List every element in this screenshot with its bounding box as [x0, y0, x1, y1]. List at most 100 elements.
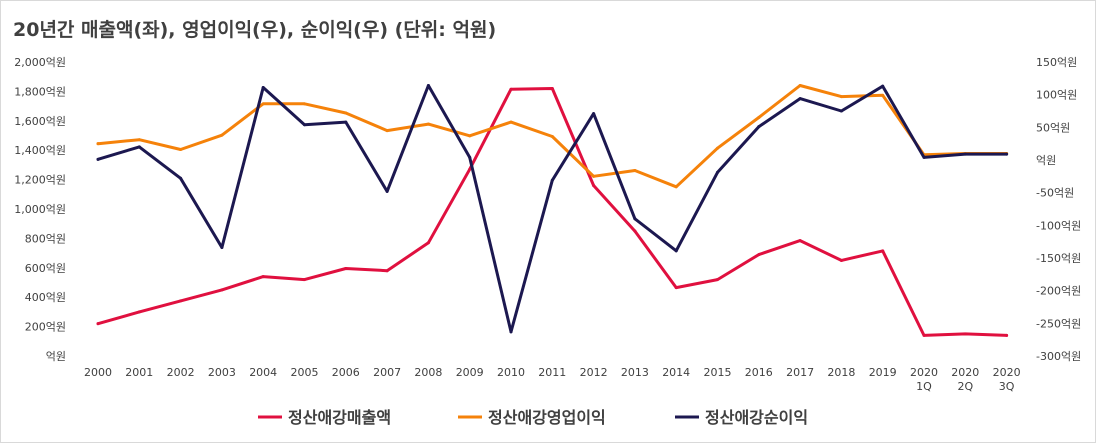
- series-3-point: [550, 178, 554, 182]
- left-tick-label: 400억원: [25, 291, 66, 304]
- right-tick-label: -200억원: [1036, 285, 1081, 298]
- series-2-point: [674, 185, 678, 189]
- series-1-point: [344, 267, 348, 271]
- left-tick-label: 2,000억원: [14, 56, 66, 69]
- x-tick-label: 2011: [538, 366, 566, 379]
- x-tick-label: 2005: [291, 366, 319, 379]
- series-3-point: [716, 170, 719, 174]
- left-tick-label: 1,400억원: [14, 144, 66, 157]
- x-axis: 2000 2001 2002 2003 2004 2005 2006 2007 2008 2009…: [84, 366, 1021, 393]
- series-1-point: [468, 167, 472, 171]
- series-1-point: [426, 241, 430, 245]
- right-axis: -300억원 -250억원 -200억원 -150억원 -100억원 -50억원 억원 50억…: [1036, 56, 1081, 363]
- series-3-point: [757, 125, 761, 129]
- series-3-point: [798, 97, 802, 101]
- series-3-point: [881, 84, 885, 88]
- series-3-point: [468, 155, 472, 159]
- x-tick-label: 2Q: [957, 380, 973, 393]
- series-3-point: [137, 145, 141, 149]
- series-2-point: [798, 84, 802, 88]
- x-tick-label: 2004: [249, 366, 277, 379]
- x-tick-label: 2013: [621, 366, 649, 379]
- right-tick-label: -300억원: [1036, 350, 1081, 363]
- series-1-point: [137, 310, 141, 314]
- series-1-point: [261, 275, 265, 279]
- series-3-point: [674, 249, 678, 253]
- left-tick-label: 억원: [46, 350, 66, 363]
- right-tick-label: -50억원: [1036, 187, 1074, 200]
- x-tick-label: 2009: [456, 366, 484, 379]
- x-tick-label: 2019: [869, 366, 897, 379]
- series-3-point: [839, 109, 843, 113]
- x-tick-label: 2010: [497, 366, 525, 379]
- series-3-point: [179, 176, 183, 180]
- series-2-point: [137, 138, 141, 142]
- right-tick-label: -250억원: [1036, 317, 1081, 330]
- series-1-point: [550, 86, 554, 90]
- x-tick-label: 2007: [373, 366, 401, 379]
- chart-title: 20년간 매출액(좌), 영업이익(우), 순이익(우) (단위: 억원): [13, 19, 497, 41]
- series-2-point: [344, 111, 348, 115]
- series-3-point: [426, 84, 430, 88]
- right-tick-label: 100억원: [1036, 89, 1077, 102]
- left-tick-label: 1,800억원: [14, 85, 66, 98]
- series-2-point: [96, 142, 100, 146]
- series-3-point: [303, 123, 306, 127]
- x-tick-label: 2018: [827, 366, 855, 379]
- x-tick-label: 2002: [167, 366, 195, 379]
- x-tick-label: 2000: [84, 366, 112, 379]
- series-1-point: [633, 229, 637, 233]
- series-1-point: [716, 278, 719, 282]
- x-tick-label: 2008: [414, 366, 442, 379]
- series-3-point: [344, 120, 348, 124]
- series-3-point: [592, 112, 596, 116]
- series-1-point: [757, 253, 761, 257]
- x-tick-label: 2015: [704, 366, 732, 379]
- series-1-point: [922, 333, 926, 337]
- series-2-point: [303, 102, 306, 106]
- series-1-point: [881, 249, 885, 253]
- left-tick-label: 1,000억원: [14, 203, 66, 216]
- series-3-point: [509, 330, 513, 334]
- series-2-point: [716, 146, 719, 150]
- right-tick-label: 50억원: [1036, 121, 1070, 134]
- series-2-point: [592, 174, 596, 178]
- x-tick-label: 2014: [662, 366, 690, 379]
- x-tick-label: 2016: [745, 366, 773, 379]
- legend-label: 정산애강매출액: [288, 408, 391, 427]
- left-tick-label: 1,200억원: [14, 174, 66, 187]
- series-1-point: [592, 183, 596, 187]
- series-3-point: [922, 155, 926, 159]
- left-axis: 억원 200억원 400억원 600억원 800억원 1,000억원 1,200억원 1,40…: [14, 56, 66, 363]
- series-3-point: [261, 85, 265, 89]
- x-tick-label: 2012: [580, 366, 608, 379]
- series-3-point: [220, 246, 224, 250]
- right-tick-label: -100억원: [1036, 219, 1081, 232]
- left-tick-label: 800억원: [25, 232, 66, 245]
- series-1-point: [509, 87, 513, 91]
- series-2-point: [757, 116, 761, 120]
- series-3-point: [1005, 152, 1009, 156]
- x-tick-label: 2020: [910, 366, 938, 379]
- series-3-point: [385, 189, 389, 193]
- legend-label: 정산애강순이익: [705, 408, 808, 427]
- series-2-point: [261, 102, 265, 106]
- x-tick-label: 2017: [786, 366, 814, 379]
- series-line-3: [96, 84, 1009, 334]
- series-2-point: [426, 122, 430, 126]
- series-2-point: [550, 134, 554, 138]
- x-tick-label: 1Q: [916, 380, 932, 393]
- series-2-point: [633, 168, 637, 172]
- series-1-point: [674, 286, 678, 290]
- series-2-point: [179, 148, 183, 152]
- series-2-point: [385, 129, 389, 133]
- series-2-point: [509, 120, 513, 124]
- series-1-point: [839, 258, 843, 262]
- series-1-point: [385, 269, 389, 273]
- series-1-point: [1005, 333, 1009, 337]
- series-1-point: [798, 239, 802, 243]
- left-tick-label: 600억원: [25, 262, 66, 275]
- series-2-point: [468, 134, 472, 138]
